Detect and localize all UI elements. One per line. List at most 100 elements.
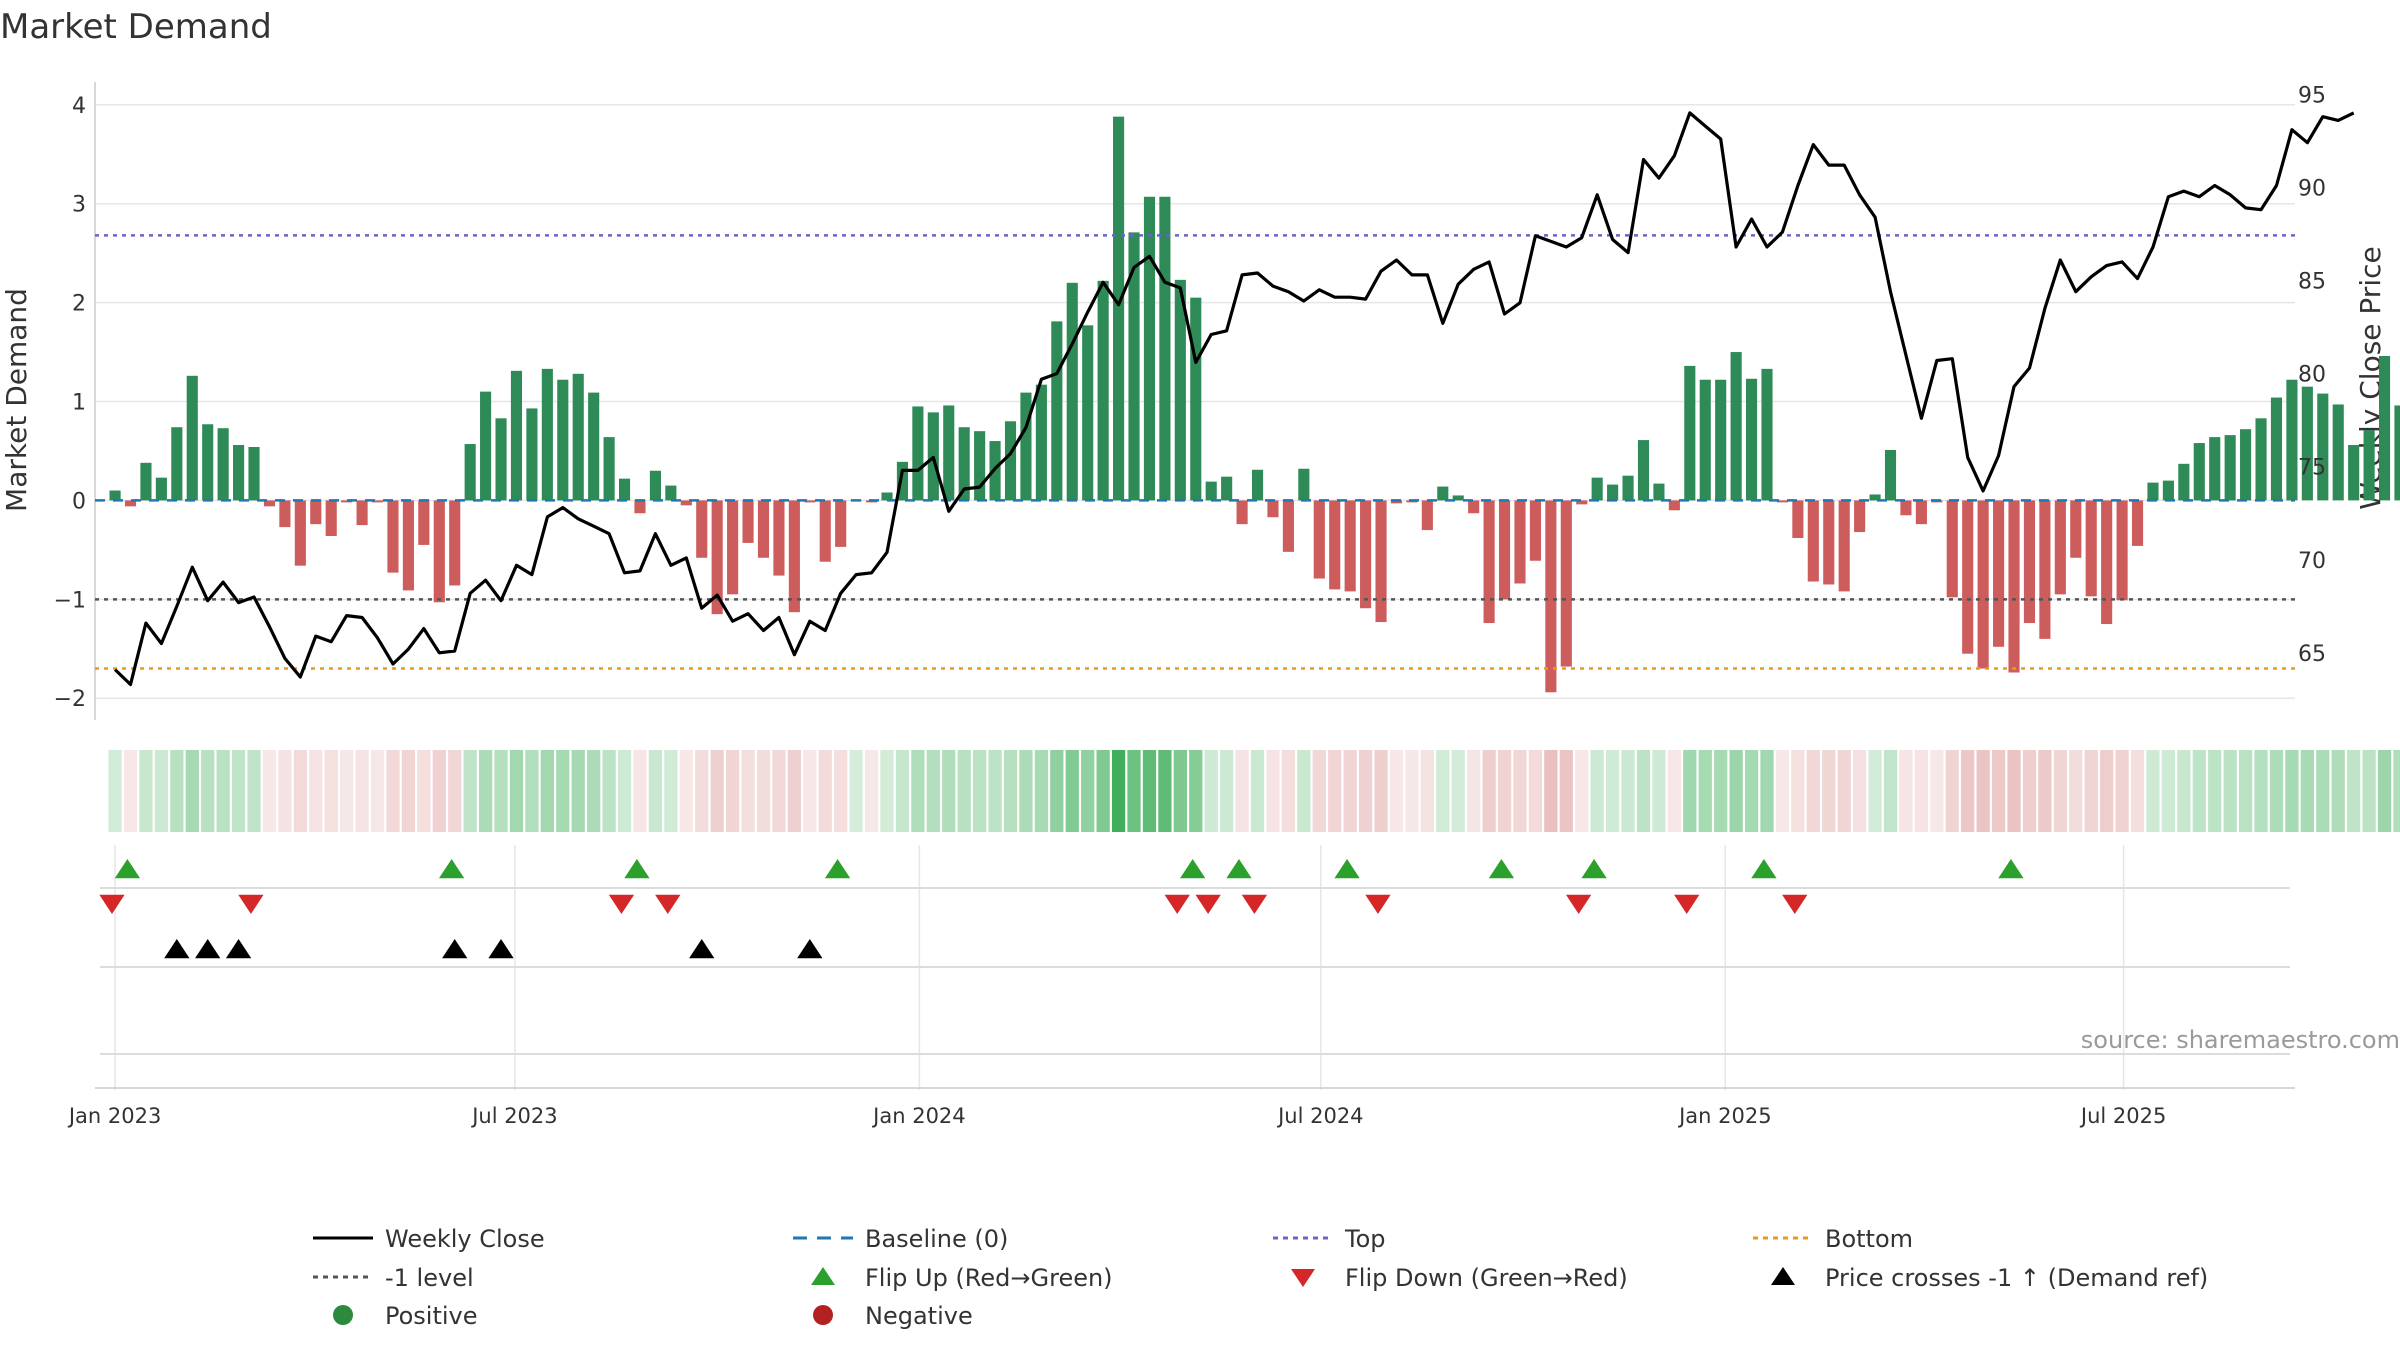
heat-cell xyxy=(1081,750,1095,832)
demand-bar xyxy=(1946,500,1958,598)
demand-bar xyxy=(1823,500,1835,585)
heat-cell xyxy=(2177,750,2191,832)
flip-up-marker xyxy=(1488,859,1515,879)
legend-swatch-triangle-up xyxy=(1771,1267,1795,1285)
heat-cell xyxy=(309,750,323,832)
demand-bar xyxy=(634,500,646,514)
legend-label: Price crosses -1 ↑ (Demand ref) xyxy=(1825,1264,2208,1292)
demand-bar xyxy=(1607,484,1619,501)
heat-cell xyxy=(1791,750,1805,832)
heat-cell xyxy=(664,750,678,832)
heat-cell xyxy=(1991,750,2006,832)
demand-bar xyxy=(480,391,492,501)
demand-bar xyxy=(835,500,847,547)
flip-down-marker xyxy=(1365,894,1391,914)
demand-bar xyxy=(603,437,615,501)
price-cross-marker xyxy=(689,939,715,959)
demand-bar xyxy=(202,424,214,501)
flip-up-marker xyxy=(1998,859,2024,879)
legend-label: Negative xyxy=(865,1302,973,1330)
y2-tick-label: 85 xyxy=(2298,269,2326,294)
heat-cell xyxy=(571,750,585,832)
y-tick-label: 1 xyxy=(72,391,86,416)
heat-cell xyxy=(525,750,539,832)
heat-cell xyxy=(2161,750,2176,832)
y-tick-label: 2 xyxy=(72,292,86,317)
demand-bar xyxy=(2363,430,2375,501)
heat-cell xyxy=(710,750,724,832)
heat-cell xyxy=(2238,750,2253,832)
heat-cell xyxy=(2223,750,2237,832)
flip-up-marker xyxy=(824,859,851,879)
demand-bar xyxy=(155,477,167,501)
heat-cell xyxy=(2053,750,2067,832)
heat-cell xyxy=(108,750,122,832)
y-tick-label: −2 xyxy=(54,687,86,712)
heat-cell xyxy=(1698,750,1712,832)
heat-cell xyxy=(324,750,338,832)
legend-swatch-circle xyxy=(333,1305,353,1325)
heat-cell xyxy=(1281,750,1296,832)
demand-bar xyxy=(1622,475,1634,501)
heat-cell xyxy=(2269,750,2284,832)
heat-cell xyxy=(1544,750,1558,832)
demand-bar xyxy=(665,485,677,501)
demand-bar xyxy=(1591,477,1603,501)
heat-cell xyxy=(355,750,369,832)
heat-cell xyxy=(864,750,879,832)
demand-bar xyxy=(1360,500,1372,609)
flip-up-marker xyxy=(1180,859,1206,879)
heat-cell xyxy=(633,750,647,832)
heat-cell xyxy=(2007,750,2021,832)
flip-down-marker xyxy=(1782,894,1808,914)
y2-tick-label: 95 xyxy=(2298,83,2326,108)
legend-label: Weekly Close xyxy=(385,1225,545,1253)
demand-bar xyxy=(958,427,970,501)
price-cross-marker xyxy=(195,939,221,959)
demand-bar xyxy=(1545,500,1557,693)
demand-bar xyxy=(341,500,353,503)
demand-bar xyxy=(896,461,908,501)
legend-label: Positive xyxy=(385,1302,478,1330)
reference-lines xyxy=(95,234,2295,670)
demand-bar xyxy=(1900,500,1912,516)
heat-cell xyxy=(1528,750,1543,832)
heat-cell xyxy=(463,750,477,832)
legend-label: Bottom xyxy=(1825,1225,1913,1253)
heat-cell xyxy=(1328,750,1342,832)
demand-bar xyxy=(294,500,306,566)
demand-bar xyxy=(217,428,229,501)
price-cross-marker xyxy=(488,939,514,959)
heat-cell xyxy=(2084,750,2098,832)
demand-bar xyxy=(2039,500,2051,639)
heat-cell xyxy=(1822,750,1836,832)
demand-bar xyxy=(1483,500,1495,624)
heat-cell xyxy=(1189,750,1203,832)
demand-bar xyxy=(2224,435,2236,501)
demand-bar xyxy=(2209,437,2221,501)
demand-bar xyxy=(526,408,538,501)
heat-cell xyxy=(2038,750,2052,832)
heat-cell xyxy=(1744,750,1759,832)
heat-cell xyxy=(201,750,215,832)
demand-bar xyxy=(2085,500,2097,597)
heat-cell xyxy=(2393,750,2400,832)
heat-cell xyxy=(972,750,987,832)
heat-cell xyxy=(1467,750,1481,832)
heat-cell xyxy=(926,750,940,832)
demand-bar xyxy=(1190,297,1202,501)
heat-cell xyxy=(1127,750,1141,832)
flip-down-marker xyxy=(655,894,681,914)
demand-bar xyxy=(1576,500,1588,505)
heat-cell xyxy=(2115,750,2129,832)
heat-cell xyxy=(1729,750,1743,832)
demand-bar xyxy=(696,500,708,558)
flip-down-marker xyxy=(1164,894,1190,914)
demand-bar xyxy=(1313,500,1325,579)
demand-bar xyxy=(788,500,800,613)
heat-cell xyxy=(1173,750,1187,832)
heat-cell xyxy=(540,750,554,832)
heat-cell xyxy=(123,750,138,832)
heat-cell xyxy=(278,750,292,832)
